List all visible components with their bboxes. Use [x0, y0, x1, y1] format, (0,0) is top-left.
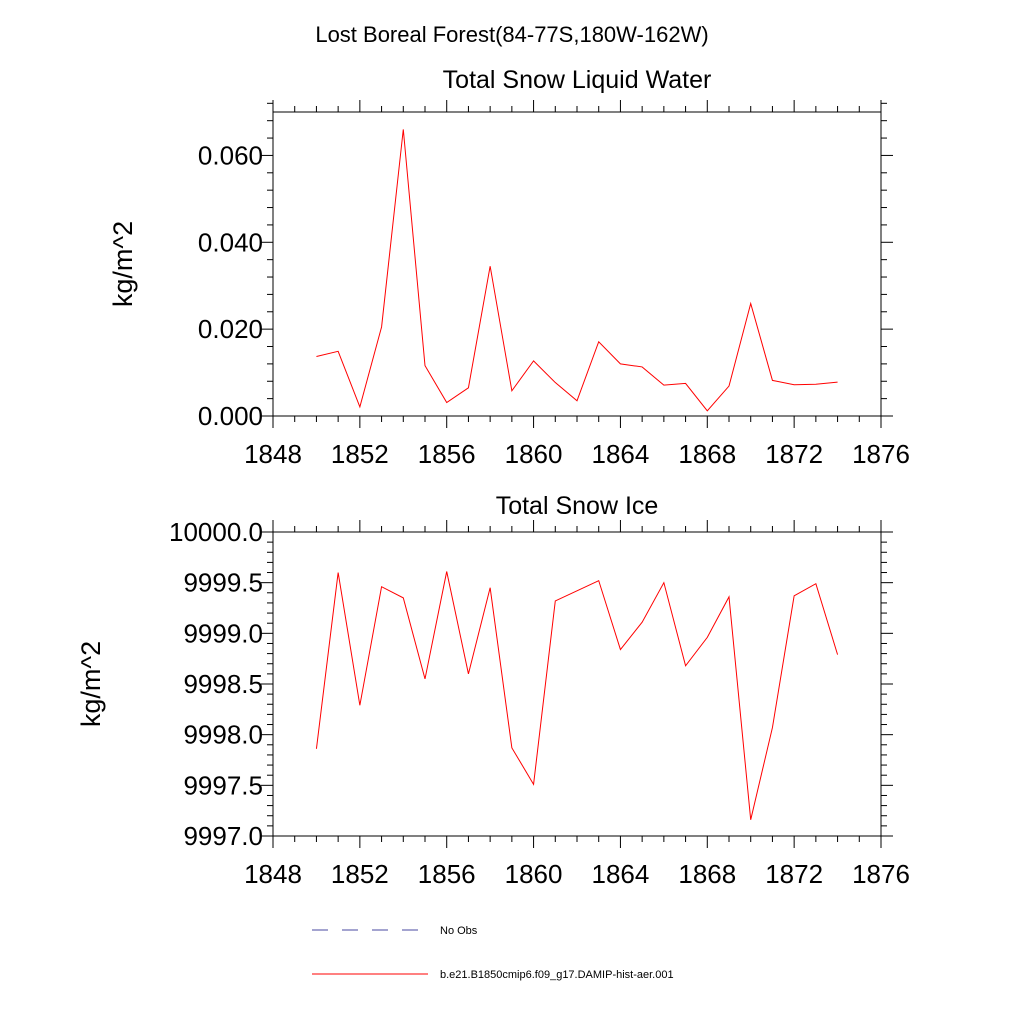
y-tick-label: 0.020: [198, 314, 263, 344]
legend-label: b.e21.B1850cmip6.f09_g17.DAMIP-hist-aer.…: [440, 969, 674, 981]
x-tick-label: 1848: [244, 439, 302, 469]
plot-frame: [272, 111, 882, 417]
x-tick-label: 1864: [592, 439, 650, 469]
series-line: [315, 571, 839, 820]
x-tick-label: 1876: [852, 859, 910, 889]
x-tick-label: 1848: [244, 859, 302, 889]
x-tick-label: 1852: [331, 859, 389, 889]
legend-label: No Obs: [440, 925, 478, 937]
figure-suptitle: Lost Boreal Forest(84-77S,180W-162W): [315, 22, 708, 47]
x-tick-label: 1852: [331, 439, 389, 469]
chart-title: Total Snow Ice: [496, 492, 659, 520]
y-tick-label: 9998.0: [183, 720, 263, 750]
x-tick-label: 1868: [678, 439, 736, 469]
y-tick-label: 0.060: [198, 140, 263, 170]
y-tick-label: 9997.0: [183, 821, 263, 851]
legend: No Obs b.e21.B1850cmip6.f09_g17.DAMIP-his…: [312, 925, 674, 981]
y-axis-label: kg/m^2: [76, 641, 106, 727]
panel-snow-ice: Total Snow Ice 1848 1852 1856 1860 1864 1868 18…: [76, 492, 910, 889]
y-tick-label: 0.040: [198, 227, 263, 257]
x-tick-label: 1856: [418, 439, 476, 469]
x-tick-label: 1876: [852, 439, 910, 469]
y-tick-label: 9997.5: [183, 770, 263, 800]
x-tick-label: 1868: [678, 859, 736, 889]
y-tick-label: 9999.5: [183, 568, 263, 598]
x-tick-label: 1864: [592, 859, 650, 889]
y-tick-label: 9999.0: [183, 618, 263, 648]
panel-snow-liquid-water: Total Snow Liquid Water 1848 1852 1856 1860 1…: [108, 66, 910, 469]
series-line: [316, 129, 838, 412]
y-axis-label: kg/m^2: [108, 221, 138, 307]
x-tick-label: 1860: [505, 859, 563, 889]
y-tick-label: 0.000: [198, 401, 263, 431]
x-tick-label: 1872: [765, 859, 823, 889]
x-tick-label: 1860: [505, 439, 563, 469]
y-tick-label: 9998.5: [183, 669, 263, 699]
x-tick-label: 1872: [765, 439, 823, 469]
chart-title: Total Snow Liquid Water: [443, 66, 712, 94]
y-tick-label: 10000.0: [169, 517, 263, 547]
x-tick-label: 1856: [418, 859, 476, 889]
